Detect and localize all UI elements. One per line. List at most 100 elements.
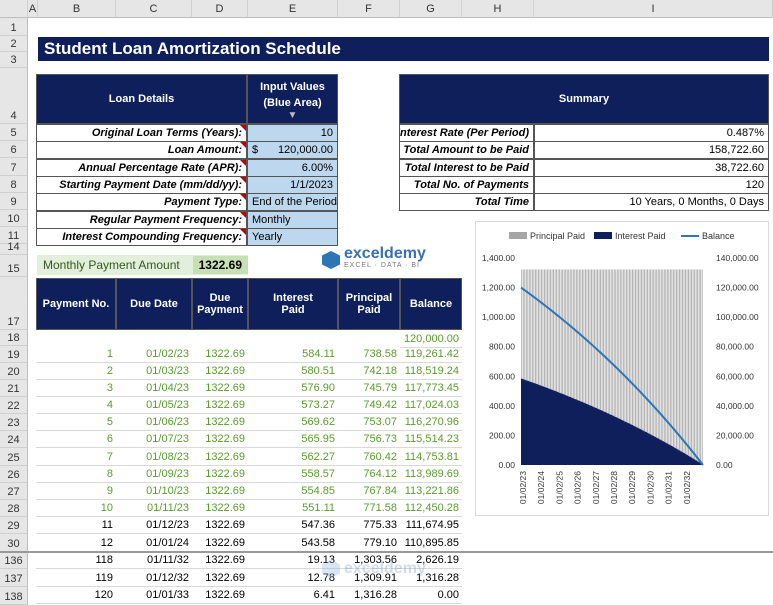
row-header-18[interactable]: 18 xyxy=(0,330,28,346)
cell-interest-paid[interactable]: 576.90 xyxy=(248,380,338,397)
cell-balance[interactable]: 114,753.81 xyxy=(400,448,462,466)
cell-interest-paid[interactable]: 573.27 xyxy=(248,397,338,414)
cell-due-payment[interactable]: 1322.69 xyxy=(192,552,248,569)
cell-due-payment[interactable]: 1322.69 xyxy=(192,483,248,500)
cell-interest-paid[interactable]: 565.95 xyxy=(248,431,338,448)
row-header-23[interactable]: 23 xyxy=(0,414,28,431)
cell-interest-paid[interactable]: 6.41 xyxy=(248,587,338,604)
cell-due-date[interactable]: 01/11/32 xyxy=(116,552,192,569)
loan-value-2[interactable]: $120,000.00 xyxy=(247,141,338,159)
cell-due-date[interactable]: 01/08/23 xyxy=(116,448,192,466)
cell-principal-paid[interactable]: 1,309.91 xyxy=(338,569,400,587)
cell-interest-paid[interactable]: 584.11 xyxy=(248,346,338,363)
cell-payment-no[interactable]: 3 xyxy=(36,380,116,397)
cell-due-date[interactable]: 01/09/23 xyxy=(116,466,192,483)
cell-balance[interactable]: 116,270.96 xyxy=(400,414,462,431)
cell-balance[interactable]: 118,519.24 xyxy=(400,363,462,380)
cell-due-date[interactable]: 01/01/33 xyxy=(116,587,192,604)
col-header-f[interactable]: F xyxy=(338,0,400,18)
cell-payment-no[interactable]: 6 xyxy=(36,431,116,448)
cell-due-date[interactable]: 01/03/23 xyxy=(116,363,192,380)
row-header-24[interactable]: 24 xyxy=(0,431,28,448)
row-header-2[interactable]: 2 xyxy=(0,36,28,52)
cell-principal-paid[interactable]: 742.18 xyxy=(338,363,400,380)
cell-balance[interactable]: 117,773.45 xyxy=(400,380,462,397)
cell-principal-paid[interactable]: 764.12 xyxy=(338,466,400,483)
row-header-4[interactable]: 4 xyxy=(0,68,28,124)
cell-balance[interactable]: 119,261.42 xyxy=(400,346,462,363)
cell-balance[interactable]: 113,221.86 xyxy=(400,483,462,500)
col-header-e[interactable]: E xyxy=(248,0,338,18)
cell-principal-paid[interactable]: 767.84 xyxy=(338,483,400,500)
cell-due-payment[interactable]: 1322.69 xyxy=(192,363,248,380)
col-header-g[interactable]: G xyxy=(400,0,462,18)
col-header-d[interactable]: D xyxy=(192,0,248,18)
cell-balance[interactable]: 0.00 xyxy=(400,587,462,604)
cell-principal-paid[interactable]: 749.42 xyxy=(338,397,400,414)
row-header-136[interactable]: 136 xyxy=(0,552,28,569)
cell-due-date[interactable]: 01/12/23 xyxy=(116,517,192,534)
row-header-28[interactable]: 28 xyxy=(0,500,28,517)
row-header-137[interactable]: 137 xyxy=(0,569,28,587)
cell-payment-no[interactable]: 10 xyxy=(36,500,116,517)
summary-value-2[interactable]: 158,722.60 xyxy=(534,141,769,159)
cell-due-payment[interactable]: 1322.69 xyxy=(192,346,248,363)
cell-interest-paid[interactable]: 569.62 xyxy=(248,414,338,431)
loan-value-4[interactable]: 1/1/2023 xyxy=(247,176,338,194)
row-header-11[interactable]: 11 xyxy=(0,227,28,244)
cell-due-payment[interactable]: 1322.69 xyxy=(192,466,248,483)
loan-value-5[interactable]: End of the Period xyxy=(247,193,338,211)
col-header-h[interactable]: H xyxy=(462,0,534,18)
cell-interest-paid[interactable]: 554.85 xyxy=(248,483,338,500)
cell-interest-paid[interactable]: 551.11 xyxy=(248,500,338,517)
cell-due-date[interactable]: 01/05/23 xyxy=(116,397,192,414)
cell-payment-no[interactable]: 120 xyxy=(36,587,116,604)
cell-balance[interactable]: 113,989.69 xyxy=(400,466,462,483)
cell-principal-paid[interactable]: 771.58 xyxy=(338,500,400,517)
cell-payment-no[interactable]: 9 xyxy=(36,483,116,500)
cell-interest-paid[interactable]: 562.27 xyxy=(248,448,338,466)
row-header-6[interactable]: 6 xyxy=(0,141,28,158)
cell-principal-paid[interactable]: 753.07 xyxy=(338,414,400,431)
cell-due-payment[interactable]: 1322.69 xyxy=(192,448,248,466)
cell-interest-paid[interactable]: 12.78 xyxy=(248,569,338,587)
cell-principal-paid[interactable]: 779.10 xyxy=(338,534,400,552)
row-header-15[interactable]: 15 xyxy=(0,255,28,277)
cell-payment-no[interactable]: 8 xyxy=(36,466,116,483)
cell-due-payment[interactable]: 1322.69 xyxy=(192,569,248,587)
cell-due-payment[interactable]: 1322.69 xyxy=(192,587,248,604)
cell-payment-no[interactable]: 5 xyxy=(36,414,116,431)
cell-balance[interactable]: 111,674.95 xyxy=(400,517,462,534)
cell-payment-no[interactable]: 2 xyxy=(36,363,116,380)
col-header-b[interactable]: B xyxy=(38,0,116,18)
cell-due-date[interactable]: 01/12/32 xyxy=(116,569,192,587)
cell-due-date[interactable]: 01/01/24 xyxy=(116,534,192,552)
cell-principal-paid[interactable]: 738.58 xyxy=(338,346,400,363)
cell-balance[interactable]: 115,514.23 xyxy=(400,431,462,448)
cell-principal-paid[interactable]: 1,316.28 xyxy=(338,587,400,604)
col-header-a[interactable]: A xyxy=(28,0,38,18)
cell-balance[interactable]: 2,626.19 xyxy=(400,552,462,569)
cell-payment-no[interactable]: 4 xyxy=(36,397,116,414)
row-header-27[interactable]: 27 xyxy=(0,483,28,500)
row-header-29[interactable]: 29 xyxy=(0,517,28,534)
row-header-138[interactable]: 138 xyxy=(0,587,28,605)
cell-balance[interactable]: 112,450.28 xyxy=(400,500,462,517)
loan-value-1[interactable]: 10 xyxy=(247,124,338,142)
cell-interest-paid[interactable]: 580.51 xyxy=(248,363,338,380)
cell-principal-paid[interactable]: 745.79 xyxy=(338,380,400,397)
row-header-5[interactable]: 5 xyxy=(0,124,28,141)
loan-value-3[interactable]: 6.00% xyxy=(247,159,338,177)
summary-value-3[interactable]: 38,722.60 xyxy=(534,159,769,177)
row-header-3[interactable]: 3 xyxy=(0,52,28,68)
cell-due-date[interactable]: 01/10/23 xyxy=(116,483,192,500)
summary-value-4[interactable]: 120 xyxy=(534,176,769,194)
row-header-30[interactable]: 30 xyxy=(0,534,28,552)
cell-interest-paid[interactable]: 547.36 xyxy=(248,517,338,534)
loan-value-6[interactable]: Monthly xyxy=(247,211,338,229)
cell-payment-no[interactable]: 12 xyxy=(36,534,116,552)
row-header-19[interactable]: 19 xyxy=(0,346,28,363)
cell-due-payment[interactable]: 1322.69 xyxy=(192,534,248,552)
cell-due-payment[interactable]: 1322.69 xyxy=(192,397,248,414)
cell-payment-no[interactable]: 118 xyxy=(36,552,116,569)
